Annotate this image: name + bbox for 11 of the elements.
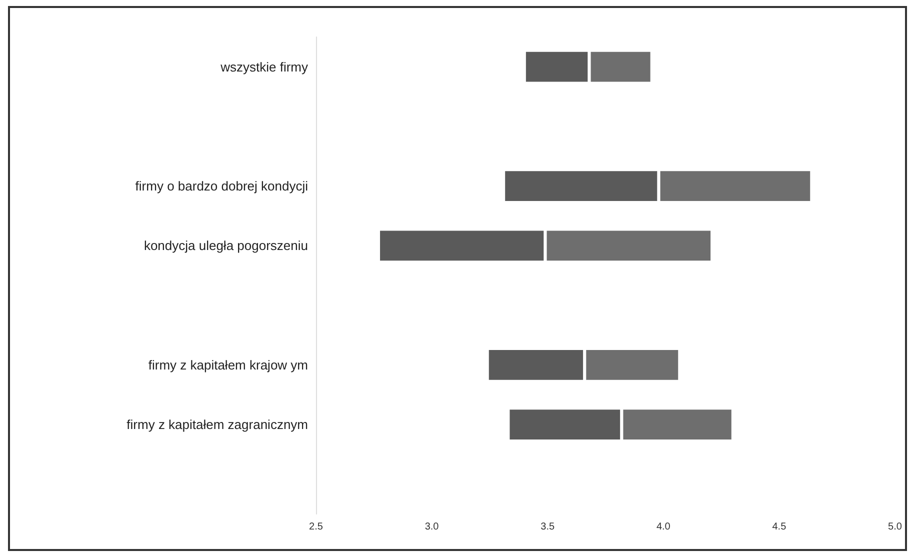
x-tick-label: 4.5 <box>772 522 787 532</box>
x-tick-label: 4.0 <box>656 522 671 532</box>
x-tick-label: 2.5 <box>309 522 324 532</box>
y-tick-label: firmy z kapitałem krajow ym <box>148 357 308 372</box>
y-tick-label: wszystkie firmy <box>220 59 308 74</box>
y-tick-label: kondycja uległa pogorszeniu <box>144 238 308 254</box>
x-tick-label: 5.0 <box>888 522 902 532</box>
x-tick-label: 3.0 <box>424 522 440 532</box>
y-tick-label: firmy z kapitałem zagranicznym <box>126 417 308 432</box>
x-tick-label: 3.5 <box>540 522 555 532</box>
y-tick-label: firmy o bardzo dobrej kondycji <box>135 178 308 194</box>
